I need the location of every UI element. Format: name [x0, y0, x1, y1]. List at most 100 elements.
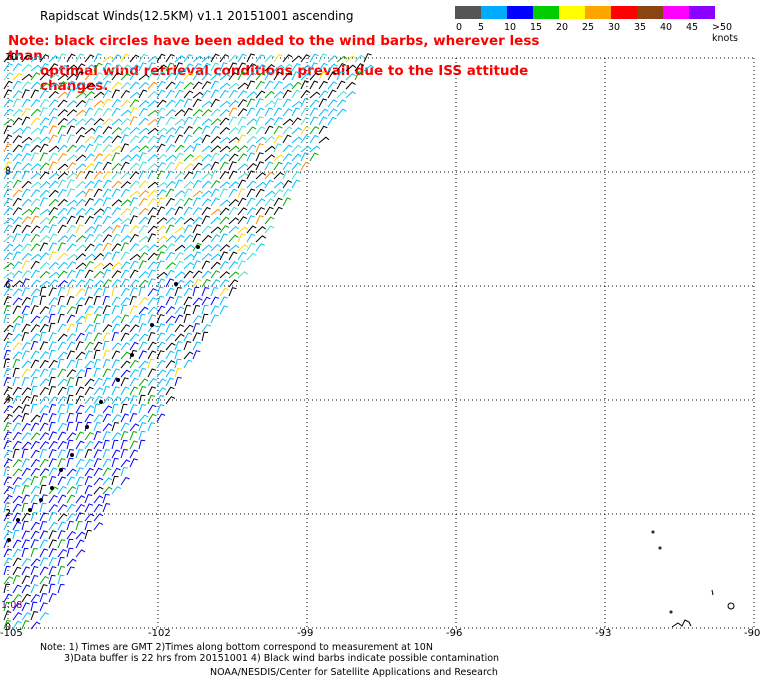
- wind-barb: [3, 548, 13, 558]
- wind-barb: [120, 466, 128, 477]
- wind-barb: [12, 448, 20, 459]
- wind-barb: [282, 82, 294, 90]
- wind-barb: [66, 215, 76, 225]
- wind-barb: [120, 99, 131, 108]
- legend-swatch: [637, 6, 663, 19]
- wind-barb: [48, 198, 59, 207]
- wind-barb: [165, 144, 176, 153]
- wind-barb: [30, 385, 38, 396]
- wind-barb: [57, 539, 66, 549]
- wind-barb: [219, 207, 230, 216]
- wind-barb: [111, 162, 122, 171]
- wind-barb: [39, 323, 49, 333]
- wind-barb: [3, 143, 12, 153]
- legend-label: 15: [530, 22, 543, 33]
- contamination-dot: [116, 378, 120, 382]
- wind-barb: [138, 207, 149, 216]
- wind-barb: [66, 306, 77, 315]
- wind-barb: [264, 216, 275, 225]
- wind-barb: [75, 467, 84, 477]
- wind-barb: [39, 404, 50, 414]
- wind-barb: [75, 449, 84, 459]
- wind-barb: [147, 127, 159, 135]
- wind-barb: [273, 189, 284, 198]
- wind-barb: [237, 271, 248, 279]
- wind-barb: [129, 54, 140, 63]
- wind-barb: [57, 179, 67, 189]
- wind-barb: [3, 619, 11, 630]
- wind-barb: [264, 90, 275, 99]
- wind-barb: [156, 244, 168, 252]
- wind-barb: [102, 242, 112, 252]
- wind-barb: [273, 206, 283, 216]
- wind-barb: [219, 181, 231, 189]
- warning-line-1: Note: black circles have been added to t…: [8, 33, 540, 64]
- wind-barb: [255, 54, 266, 63]
- wind-barb: [183, 234, 194, 243]
- wind-barb: [120, 217, 132, 225]
- wind-barb: [111, 188, 121, 198]
- wind-barb: [255, 152, 264, 162]
- wind-barb: [165, 278, 175, 288]
- wind-barb: [201, 134, 211, 144]
- wind-barb: [129, 295, 137, 306]
- wind-barb: [57, 134, 66, 144]
- wind-barb: [66, 125, 76, 135]
- wind-barb: [48, 242, 57, 252]
- wind-barb: [156, 206, 166, 216]
- wind-barb: [48, 116, 58, 126]
- wind-barb: [84, 91, 95, 99]
- wind-barb: [21, 612, 32, 621]
- wind-barb: [282, 126, 293, 135]
- wind-barb: [183, 217, 195, 225]
- wind-barb: [84, 260, 94, 270]
- wind-barb: [93, 143, 103, 153]
- wind-barb: [30, 152, 39, 162]
- wind-barb: [129, 314, 140, 324]
- wind-barb: [111, 368, 121, 378]
- wind-barb: [57, 64, 69, 72]
- footnote-line-2: 3)Data buffer is 22 hrs from 20151001 4)…: [64, 653, 500, 664]
- wind-barb: [75, 495, 86, 504]
- wind-barb: [210, 62, 220, 72]
- wind-barb: [93, 477, 104, 486]
- wind-barb: [264, 107, 274, 117]
- wind-barb: [237, 125, 247, 135]
- wind-barb: [57, 125, 66, 135]
- wind-barb: [21, 387, 32, 396]
- wind-barb: [3, 118, 15, 126]
- wind-barb: [39, 520, 47, 531]
- wind-barb: [12, 405, 23, 414]
- wind-barb: [255, 116, 264, 126]
- wind-barb: [120, 332, 130, 342]
- wind-barb: [39, 441, 50, 450]
- wind-barb: [210, 145, 222, 153]
- wind-barb: [12, 233, 21, 243]
- wind-barb: [174, 109, 186, 117]
- wind-barb: [57, 404, 66, 414]
- wind-barb: [282, 179, 293, 189]
- wind-barb: [300, 54, 311, 63]
- wind-barb: [201, 163, 213, 171]
- wind-barb: [30, 233, 41, 243]
- wind-barb: [120, 251, 130, 261]
- wind-barb: [12, 386, 22, 396]
- wind-barb: [39, 295, 47, 306]
- contamination-dot: [99, 400, 103, 404]
- wind-barb: [156, 251, 165, 261]
- wind-barb: [66, 100, 77, 108]
- wind-barb: [30, 621, 41, 630]
- wind-barb: [120, 287, 130, 297]
- wind-barb: [111, 421, 119, 432]
- wind-barb: [138, 127, 150, 135]
- wind-barb: [273, 143, 282, 153]
- contamination-dot: [16, 518, 20, 522]
- wind-barb: [237, 82, 249, 90]
- wind-barb: [66, 494, 76, 504]
- wind-barb: [75, 63, 86, 72]
- legend-label: 30: [608, 22, 621, 33]
- wind-barb: [147, 422, 156, 432]
- wind-barb: [21, 233, 31, 243]
- wind-barb: [174, 376, 182, 387]
- wind-barb: [210, 152, 220, 162]
